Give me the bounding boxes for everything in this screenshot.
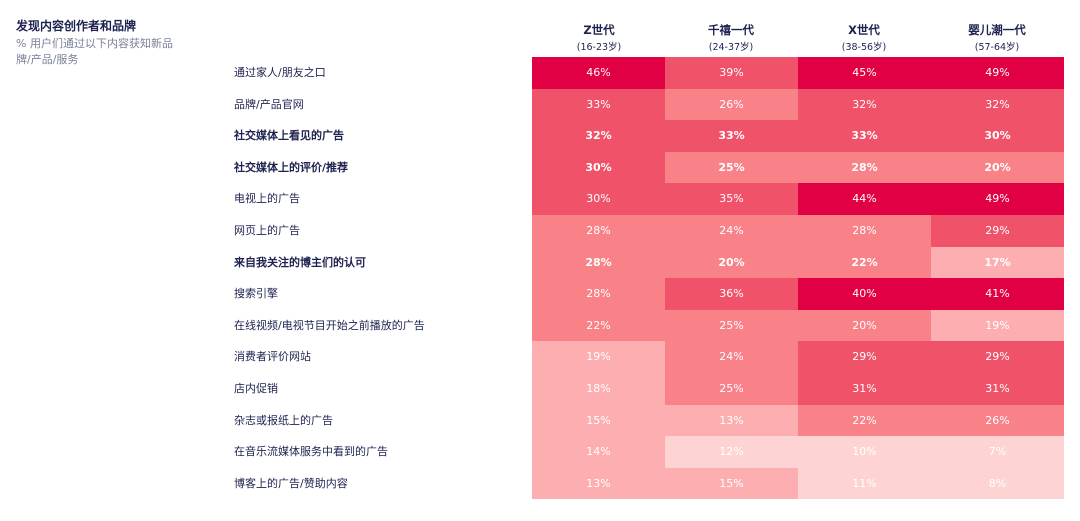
heatmap-cell: 25% xyxy=(665,373,798,405)
heatmap-cell: 39% xyxy=(665,57,798,89)
column-header: 婴儿潮一代 (57-64岁) xyxy=(931,22,1063,53)
heatmap-cell: 28% xyxy=(798,151,931,184)
heatmap-cell: 29% xyxy=(931,215,1064,247)
column-name: Z世代 xyxy=(583,23,615,37)
heatmap-cell: 20% xyxy=(798,309,931,342)
column-header: Z世代 (16-23岁) xyxy=(533,22,665,53)
heatmap-cell: 29% xyxy=(798,341,931,373)
row-label: 在音乐流媒体服务中看到的广告 xyxy=(234,445,388,459)
row-label: 杂志或报纸上的广告 xyxy=(234,413,333,427)
row-label: 消费者评价网站 xyxy=(234,350,311,364)
column-header: X世代 (38-56岁) xyxy=(798,22,930,53)
heatmap-cell: 24% xyxy=(665,215,798,247)
heatmap-cell: 19% xyxy=(532,341,665,373)
chart-subtitle: % 用户们通过以下内容获知新品牌/产品/服务 xyxy=(16,37,173,66)
heatmap-cell: 10% xyxy=(798,436,931,468)
heatmap-cell: 20% xyxy=(931,151,1064,184)
heatmap-cell: 13% xyxy=(665,404,798,437)
heatmap-cell: 22% xyxy=(532,309,665,342)
heatmap-cell: 45% xyxy=(798,57,931,89)
heatmap-cell: 30% xyxy=(532,183,665,215)
heatmap-cell: 49% xyxy=(931,57,1064,89)
column-name: 千禧一代 xyxy=(708,23,754,37)
row-label: 社交媒体上的评价/推荐 xyxy=(234,160,349,174)
heatmap-cell: 36% xyxy=(665,278,798,310)
row-label: 通过家人/朋友之口 xyxy=(234,66,326,79)
heatmap-cell: 29% xyxy=(931,341,1064,373)
heatmap-cell: 11% xyxy=(798,467,931,500)
heatmap-cell: 28% xyxy=(798,215,931,247)
heatmap-cell: 44% xyxy=(798,183,931,215)
heatmap-cell: 15% xyxy=(665,467,798,500)
heatmap-cell: 28% xyxy=(532,278,665,310)
row-label: 社交媒体上看见的广告 xyxy=(234,129,344,143)
heatmap-cell: 13% xyxy=(532,467,665,500)
heatmap-cell: 33% xyxy=(798,120,931,152)
heatmap-cell: 25% xyxy=(665,309,798,342)
heatmap-cell: 40% xyxy=(798,278,931,310)
heatmap-cell: 31% xyxy=(931,373,1064,405)
heatmap-cell: 49% xyxy=(931,183,1064,215)
column-age-range: (16-23岁) xyxy=(576,42,622,53)
heatmap-cell: 15% xyxy=(532,404,665,437)
row-label: 电视上的广告 xyxy=(234,192,300,206)
heatmap-cell: 46% xyxy=(532,57,665,89)
row-label: 博客上的广告/赞助内容 xyxy=(234,476,348,490)
heatmap-cell: 26% xyxy=(931,404,1064,437)
column-header: 千禧一代 (24-37岁) xyxy=(665,22,797,53)
column-name: X世代 xyxy=(848,23,880,37)
heatmap-cell: 14% xyxy=(532,436,665,468)
heatmap-cell: 22% xyxy=(798,404,931,437)
row-label: 来自我关注的博主们的认可 xyxy=(234,255,366,269)
column-age-range: (38-56岁) xyxy=(841,42,887,53)
heatmap-cell: 32% xyxy=(931,88,1064,121)
chart-title: 发现内容创作者和品牌 xyxy=(16,19,137,33)
row-label: 搜索引擎 xyxy=(234,287,278,301)
heatmap-cell: 41% xyxy=(931,278,1064,310)
row-label: 品牌/产品官网 xyxy=(234,97,304,111)
title-block: 发现内容创作者和品牌 % 用户们通过以下内容获知新品牌/产品/服务 xyxy=(16,17,216,68)
heatmap-cell: 25% xyxy=(665,151,798,184)
heatmap-cell: 20% xyxy=(665,246,798,279)
column-age-range: (24-37岁) xyxy=(708,42,754,53)
row-label: 网页上的广告 xyxy=(234,224,300,237)
heatmap-cell: 31% xyxy=(798,373,931,405)
heatmap-cell: 12% xyxy=(665,436,798,468)
heatmap-cell: 32% xyxy=(798,88,931,121)
heatmap-cell: 18% xyxy=(532,373,665,405)
heatmap-cell: 30% xyxy=(532,151,665,184)
heatmap-cell: 35% xyxy=(665,183,798,215)
heatmap-cell: 28% xyxy=(532,215,665,247)
heatmap-cell: 32% xyxy=(532,120,665,152)
heatmap-cell: 7% xyxy=(931,436,1064,468)
heatmap-cell: 19% xyxy=(931,309,1064,342)
row-label: 店内促销 xyxy=(234,382,278,395)
heatmap-cell: 33% xyxy=(665,120,798,152)
row-label: 在线视频/电视节目开始之前播放的广告 xyxy=(234,318,425,332)
heatmap-cell: 28% xyxy=(532,246,665,279)
column-name: 婴儿潮一代 xyxy=(968,23,1026,37)
heatmap-cell: 17% xyxy=(931,246,1064,279)
heatmap-cell: 8% xyxy=(931,467,1064,500)
heatmap-cell: 33% xyxy=(532,88,665,121)
heatmap-cell: 22% xyxy=(798,246,931,279)
heatmap-cell: 30% xyxy=(931,120,1064,152)
column-age-range: (57-64岁) xyxy=(974,42,1020,53)
heatmap-cell: 26% xyxy=(665,88,798,121)
heatmap-cell: 24% xyxy=(665,341,798,373)
